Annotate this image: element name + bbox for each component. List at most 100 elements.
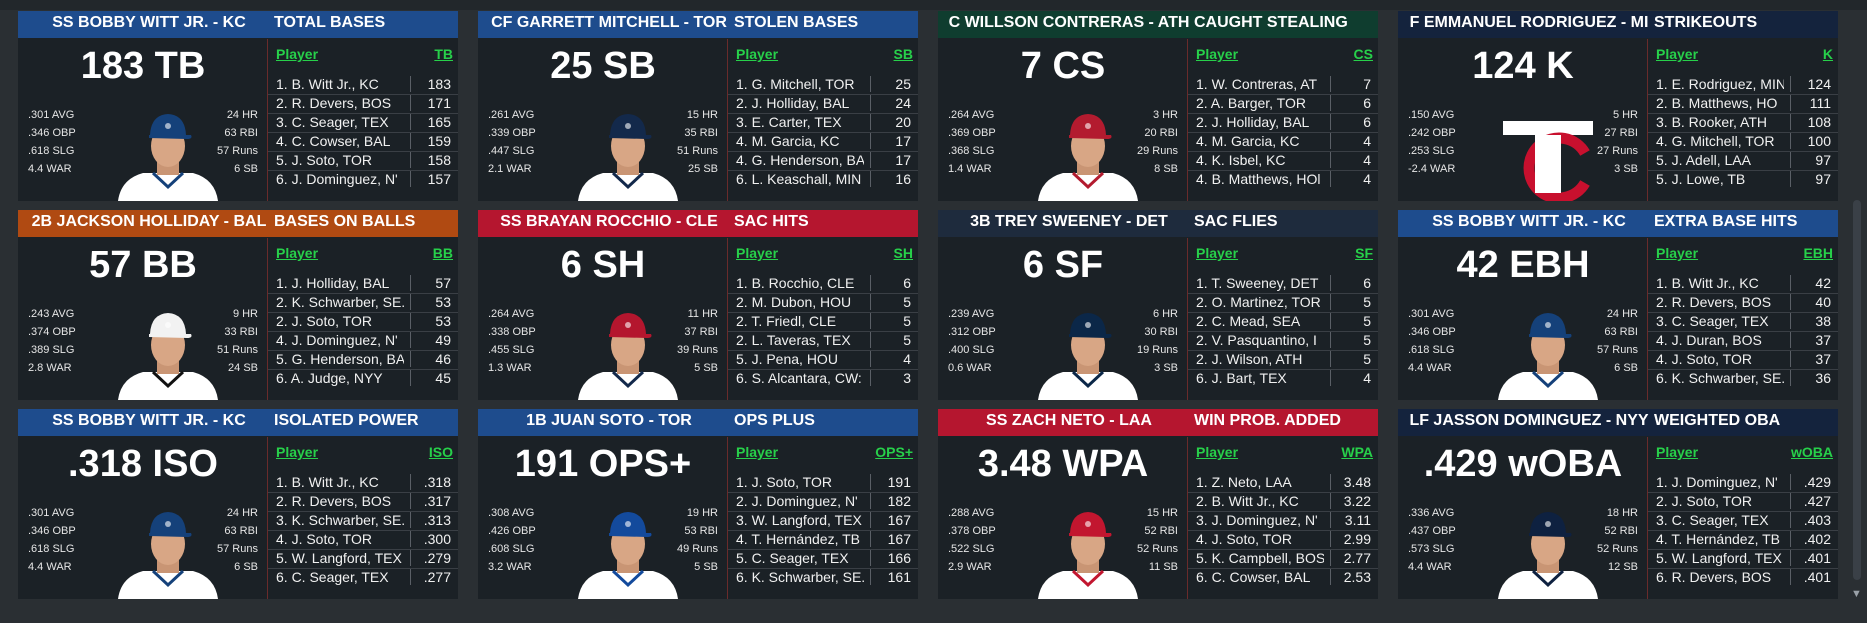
column-header-stat[interactable]: wOBA	[1791, 444, 1833, 460]
leader-card[interactable]: SS BOBBY WITT JR. - KC ISOLATED POWER .3…	[18, 409, 458, 599]
table-row[interactable]: 4. J. Soto, TOR 37	[1648, 350, 1838, 370]
table-row[interactable]: 2. J. Wilson, ATH 5	[1188, 350, 1378, 370]
player-name[interactable]: SS BOBBY WITT JR. - KC	[52, 14, 246, 31]
table-row[interactable]: 6. J. Bart, TEX 4	[1188, 369, 1378, 388]
column-header-stat[interactable]: SH	[893, 245, 913, 261]
column-header-stat[interactable]: TB	[434, 46, 453, 62]
table-row[interactable]: 1. Z. Neto, LAA 3.48	[1188, 473, 1378, 493]
table-row[interactable]: 1. B. Witt Jr., KC .318	[268, 473, 458, 493]
leader-card[interactable]: CF GARRETT MITCHELL - TOR STOLEN BASES 2…	[478, 11, 918, 201]
table-row[interactable]: 4. M. Garcia, KC 17	[728, 132, 918, 152]
table-row[interactable]: 5. J. Lowe, TB 97	[1648, 170, 1838, 189]
table-row[interactable]: 6. J. Dominguez, N' 157	[268, 170, 458, 189]
table-row[interactable]: 3. E. Carter, TEX 20	[728, 113, 918, 133]
table-row[interactable]: 2. B. Matthews, HO 111	[1648, 94, 1838, 114]
leader-card[interactable]: SS ZACH NETO - LAA WIN PROB. ADDED 3.48 …	[938, 409, 1378, 599]
table-row[interactable]: 3. C. Seager, TEX 38	[1648, 312, 1838, 332]
table-row[interactable]: 1. B. Witt Jr., KC 42	[1648, 274, 1838, 294]
player-name[interactable]: SS ZACH NETO - LAA	[986, 412, 1152, 429]
table-row[interactable]: 5. K. Campbell, BOS 2.77	[1188, 549, 1378, 569]
table-row[interactable]: 5. C. Seager, TEX 166	[728, 549, 918, 569]
table-row[interactable]: 5. J. Adell, LAA 97	[1648, 151, 1838, 171]
leader-card[interactable]: 1B JUAN SOTO - TOR OPS PLUS 191 OPS+ .30…	[478, 409, 918, 599]
column-header-stat[interactable]: WPA	[1341, 444, 1373, 460]
table-row[interactable]: 6. K. Schwarber, SE. 36	[1648, 369, 1838, 388]
column-header-player[interactable]: Player	[276, 46, 319, 62]
column-header-stat[interactable]: K	[1822, 46, 1833, 62]
column-header-player[interactable]: Player	[276, 444, 319, 460]
table-row[interactable]: 6. C. Cowser, BAL 2.53	[1188, 568, 1378, 587]
column-header-stat[interactable]: ISO	[428, 444, 453, 460]
table-row[interactable]: 2. J. Soto, TOR 53	[268, 312, 458, 332]
column-header-player[interactable]: Player	[1196, 444, 1239, 460]
column-header-player[interactable]: Player	[1196, 245, 1239, 261]
table-row[interactable]: 3. B. Rooker, ATH 108	[1648, 113, 1838, 133]
leader-card[interactable]: SS BRAYAN ROCCHIO - CLE SAC HITS 6 SH .2…	[478, 210, 918, 400]
table-row[interactable]: 2. M. Dubon, HOU 5	[728, 293, 918, 313]
leader-card[interactable]: SS BOBBY WITT JR. - KC EXTRA BASE HITS 4…	[1398, 210, 1838, 400]
column-header-stat[interactable]: EBH	[1803, 245, 1833, 261]
table-row[interactable]: 4. K. Isbel, KC 4	[1188, 151, 1378, 171]
table-row[interactable]: 2. L. Taveras, TEX 5	[728, 331, 918, 351]
table-row[interactable]: 4. J. Soto, TOR .300	[268, 530, 458, 550]
table-row[interactable]: 2. A. Barger, TOR 6	[1188, 94, 1378, 114]
player-name[interactable]: C WILLSON CONTRERAS - ATH	[948, 14, 1190, 31]
table-row[interactable]: 4. G. Henderson, BA 17	[728, 151, 918, 171]
table-row[interactable]: 4. J. Duran, BOS 37	[1648, 331, 1838, 351]
column-header-player[interactable]: Player	[276, 245, 319, 261]
table-row[interactable]: 5. W. Langford, TEX .279	[268, 549, 458, 569]
leader-card[interactable]: F EMMANUEL RODRIGUEZ - MI STRIKEOUTS 124…	[1398, 11, 1838, 201]
column-header-stat[interactable]: OPS+	[875, 444, 913, 460]
table-row[interactable]: 6. R. Devers, BOS .401	[1648, 568, 1838, 587]
table-row[interactable]: 2. R. Devers, BOS 40	[1648, 293, 1838, 313]
table-row[interactable]: 1. T. Sweeney, DET 6	[1188, 274, 1378, 294]
leader-card[interactable]: C WILLSON CONTRERAS - ATH CAUGHT STEALIN…	[938, 11, 1378, 201]
table-row[interactable]: 5. G. Henderson, BA 46	[268, 350, 458, 370]
table-row[interactable]: 6. A. Judge, NYY 45	[268, 369, 458, 388]
table-row[interactable]: 4. C. Cowser, BAL 159	[268, 132, 458, 152]
column-header-player[interactable]: Player	[736, 444, 779, 460]
table-row[interactable]: 3. C. Seager, TEX .403	[1648, 511, 1838, 531]
table-row[interactable]: 2. C. Mead, SEA 5	[1188, 312, 1378, 332]
player-name[interactable]: 2B JACKSON HOLLIDAY - BAL	[31, 213, 267, 230]
column-header-player[interactable]: Player	[1656, 46, 1699, 62]
table-row[interactable]: 5. J. Soto, TOR 158	[268, 151, 458, 171]
table-row[interactable]: 4. M. Garcia, KC 4	[1188, 132, 1378, 152]
player-name[interactable]: 3B TREY SWEENEY - DET	[970, 213, 1168, 230]
table-row[interactable]: 2. T. Friedl, CLE 5	[728, 312, 918, 332]
table-row[interactable]: 1. J. Holliday, BAL 57	[268, 274, 458, 294]
player-name[interactable]: SS BOBBY WITT JR. - KC	[1432, 213, 1626, 230]
table-row[interactable]: 4. J. Dominguez, N' 49	[268, 331, 458, 351]
table-row[interactable]: 1. W. Contreras, AT 7	[1188, 75, 1378, 95]
table-row[interactable]: 1. B. Witt Jr., KC 183	[268, 75, 458, 95]
table-row[interactable]: 4. T. Hernández, TB 167	[728, 530, 918, 550]
player-name[interactable]: F EMMANUEL RODRIGUEZ - MI	[1409, 14, 1649, 31]
table-row[interactable]: 3. C. Seager, TEX 165	[268, 113, 458, 133]
player-name[interactable]: SS BRAYAN ROCCHIO - CLE	[500, 213, 718, 230]
column-header-player[interactable]: Player	[736, 245, 779, 261]
scrollbar[interactable]	[1853, 200, 1861, 580]
table-row[interactable]: 1. J. Dominguez, N' .429	[1648, 473, 1838, 493]
table-row[interactable]: 1. B. Rocchio, CLE 6	[728, 274, 918, 294]
table-row[interactable]: 2. R. Devers, BOS .317	[268, 492, 458, 512]
table-row[interactable]: 2. J. Dominguez, N' 182	[728, 492, 918, 512]
table-row[interactable]: 6. L. Keaschall, MIN 16	[728, 170, 918, 189]
column-header-stat[interactable]: CS	[1353, 46, 1373, 62]
table-row[interactable]: 5. J. Pena, HOU 4	[728, 350, 918, 370]
column-header-player[interactable]: Player	[1656, 245, 1699, 261]
player-name[interactable]: 1B JUAN SOTO - TOR	[526, 412, 692, 429]
table-row[interactable]: 3. W. Langford, TEX 167	[728, 511, 918, 531]
table-row[interactable]: 2. J. Holliday, BAL 6	[1188, 113, 1378, 133]
player-name[interactable]: LF JASSON DOMINGUEZ - NYY	[1409, 412, 1649, 429]
table-row[interactable]: 6. C. Seager, TEX .277	[268, 568, 458, 587]
column-header-stat[interactable]: BB	[432, 245, 453, 261]
table-row[interactable]: 4. J. Soto, TOR 2.99	[1188, 530, 1378, 550]
table-row[interactable]: 4. B. Matthews, HOl 4	[1188, 170, 1378, 189]
table-row[interactable]: 2. J. Holliday, BAL 24	[728, 94, 918, 114]
leader-card[interactable]: 2B JACKSON HOLLIDAY - BAL BASES ON BALLS…	[18, 210, 458, 400]
table-row[interactable]: 2. V. Pasquantino, I 5	[1188, 331, 1378, 351]
table-row[interactable]: 1. E. Rodriguez, MIN 124	[1648, 75, 1838, 95]
table-row[interactable]: 1. J. Soto, TOR 191	[728, 473, 918, 493]
column-header-player[interactable]: Player	[1196, 46, 1239, 62]
table-row[interactable]: 6. K. Schwarber, SE. 161	[728, 568, 918, 587]
